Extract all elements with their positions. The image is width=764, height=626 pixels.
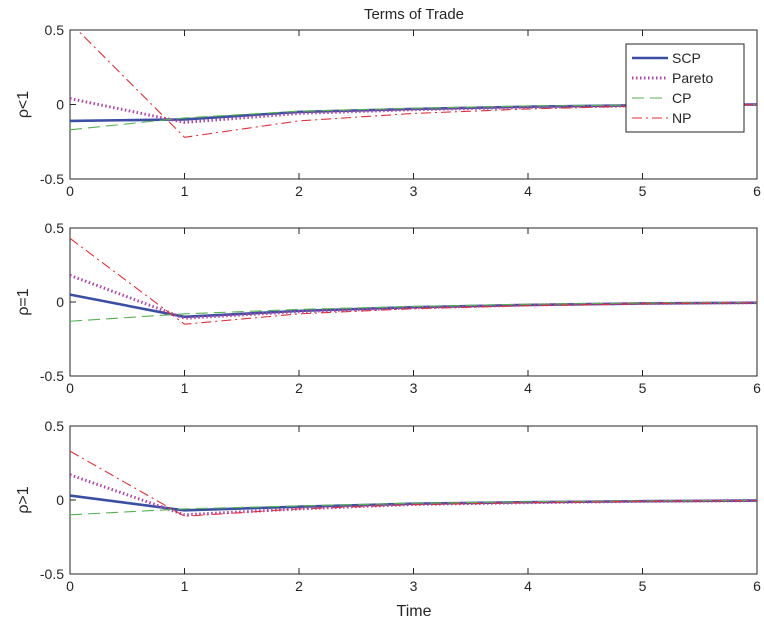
y-tick-label: -0.5 (40, 368, 64, 384)
y-axis-title: ρ<1 (15, 91, 32, 118)
series-group (70, 450, 757, 517)
x-tick-label: 5 (639, 183, 647, 199)
series-scp-line (70, 293, 757, 319)
x-tick-label: 3 (410, 183, 418, 199)
y-axis-title: ρ=1 (15, 288, 32, 315)
series-pareto-line (70, 273, 757, 320)
x-tick-label: 4 (524, 183, 532, 199)
y-axis-title: ρ>1 (15, 486, 32, 513)
y-tick-label: 0.5 (45, 220, 65, 236)
series-np-line (70, 237, 757, 325)
series-group (70, 237, 757, 325)
legend-label-np: NP (672, 110, 691, 126)
x-tick-label: 2 (295, 183, 303, 199)
x-tick-label: 3 (410, 380, 418, 396)
chart-title: Terms of Trade (364, 6, 464, 23)
x-tick-label: 1 (181, 183, 189, 199)
y-tick-label: 0.5 (45, 22, 65, 38)
series-cp-line (70, 301, 757, 322)
x-tick-label: 1 (181, 380, 189, 396)
legend: SCP Pareto CP NP (625, 43, 745, 133)
x-tick-label: 0 (66, 578, 74, 594)
x-tick-label: 2 (295, 380, 303, 396)
x-tick-label: 4 (524, 578, 532, 594)
y-tick-label: -0.5 (40, 171, 64, 187)
y-tick-label: 0 (56, 97, 64, 113)
legend-label-scp: SCP (672, 50, 701, 66)
y-tick-label: 0 (56, 294, 64, 310)
y-tick-label: 0 (56, 492, 64, 508)
y-tick-label: 0.5 (45, 418, 65, 434)
legend-label-cp: CP (672, 90, 691, 106)
x-tick-label: 6 (753, 578, 761, 594)
x-tick-label: 6 (753, 380, 761, 396)
x-tick-label: 6 (753, 183, 761, 199)
series-pareto-line (70, 97, 757, 124)
panel-3: 0 1 2 3 4 5 6-0.500.5ρ>1 (15, 418, 761, 594)
legend-label-pareto: Pareto (672, 70, 713, 86)
x-tick-label: 1 (181, 578, 189, 594)
panel-2: 0 1 2 3 4 5 6-0.500.5ρ=1 (15, 220, 761, 396)
x-tick-label: 3 (410, 578, 418, 594)
series-pareto-line (70, 473, 757, 517)
x-axis-title: Time (397, 603, 432, 620)
x-tick-label: 0 (66, 183, 74, 199)
x-tick-label: 5 (639, 380, 647, 396)
x-tick-label: 0 (66, 380, 74, 396)
y-tick-label: -0.5 (40, 566, 64, 582)
x-tick-label: 2 (295, 578, 303, 594)
series-np-line (70, 450, 757, 517)
x-tick-label: 5 (639, 578, 647, 594)
x-tick-label: 4 (524, 380, 532, 396)
series-cp-line (70, 103, 757, 131)
series-cp-line (70, 499, 757, 516)
